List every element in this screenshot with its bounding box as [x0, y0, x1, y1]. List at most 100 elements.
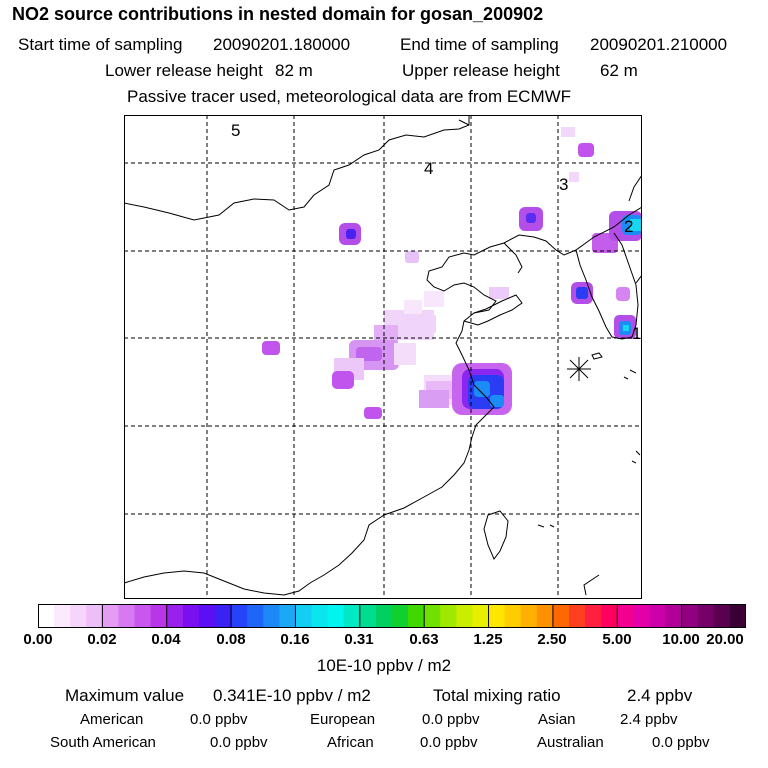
colorbar-cell [392, 604, 409, 628]
end-time-value: 20090201.210000 [590, 35, 728, 54]
map-frame [124, 115, 642, 599]
region-value: 0.0 ppbv [422, 711, 480, 728]
patch [356, 347, 382, 361]
patch [490, 395, 504, 407]
colorbar-cell [343, 604, 361, 628]
border-line [124, 115, 470, 221]
patch [404, 300, 422, 314]
max-value: 0.341E-10 ppbv / m2 [213, 686, 371, 705]
region-label-2: 2 [624, 217, 633, 236]
patch [332, 371, 354, 389]
colorbar-cell [552, 604, 570, 628]
colorbar-cell [359, 604, 377, 628]
patch [364, 407, 382, 419]
colorbar-cell [118, 604, 136, 628]
marker-stroke [569, 359, 589, 379]
lower-height-label: Lower release height [105, 61, 263, 80]
colorbar-cell [198, 604, 216, 628]
start-time-value: 20090201.180000 [213, 35, 351, 54]
coastline [503, 242, 523, 274]
colorbar-cell [504, 604, 522, 628]
start-time-label: Start time of sampling [18, 35, 183, 54]
patch [630, 219, 642, 231]
patch [394, 343, 416, 365]
colorbar [38, 604, 746, 628]
colorbar-cell [729, 604, 746, 628]
colorbar-cell [617, 604, 634, 628]
colorbar-cell [150, 604, 168, 628]
colorbar-cell [633, 604, 650, 628]
patch [424, 291, 444, 307]
total-mixing-value: 2.4 ppbv [627, 686, 693, 705]
colorbar-tick-label: 20.00 [706, 631, 744, 648]
colorbar-cell [182, 604, 200, 628]
map-panel: 5 4 3 2 1 [124, 115, 642, 599]
patch [262, 341, 280, 355]
region-label-3: 3 [559, 175, 568, 194]
colorbar-cell [601, 604, 618, 628]
colorbar-cell [38, 604, 55, 628]
colorbar-cell [472, 604, 490, 628]
patch [346, 229, 356, 239]
patch [405, 251, 419, 263]
colorbar-cell [86, 604, 103, 628]
region-name: Australian [537, 734, 604, 751]
region-value: 0.0 ppbv [210, 734, 268, 751]
region-value: 0.0 ppbv [190, 711, 248, 728]
colorbar-cell [408, 604, 425, 628]
region-value: 0.0 ppbv [652, 734, 710, 751]
patch [616, 287, 630, 301]
region-label-1: 1 [632, 324, 641, 343]
colorbar-cell [520, 604, 538, 628]
colorbar-tick-label: 5.00 [602, 631, 632, 648]
patch [569, 172, 579, 182]
lower-height-value: 82 m [275, 61, 313, 80]
coastline [628, 174, 642, 202]
grid [124, 115, 642, 599]
colorbar-cell [681, 604, 699, 628]
taiwan-island [483, 510, 509, 560]
receptor-asterisk-icon [567, 357, 591, 381]
colorbar-cell [166, 604, 184, 628]
patch [623, 325, 629, 331]
colorbar-cell [569, 604, 586, 628]
patch [414, 315, 436, 333]
colorbar-cell [311, 604, 329, 628]
colorbar-frame [38, 604, 746, 628]
patch [578, 143, 594, 157]
colorbar-cell [585, 604, 602, 628]
colorbar-cell [697, 604, 715, 628]
region-value: 2.4 ppbv [620, 711, 678, 728]
concentration-field [262, 127, 642, 419]
region-value: 0.0 ppbv [420, 734, 478, 751]
colorbar-cell [375, 604, 393, 628]
colorbar-tick-label: 2.50 [537, 631, 567, 648]
end-time-label: End time of sampling [400, 35, 559, 54]
colorbar-cell [488, 604, 506, 628]
colorbar-cell [456, 604, 473, 628]
upper-height-value: 62 m [600, 61, 638, 80]
total-mixing-label: Total mixing ratio [433, 686, 561, 705]
colorbar-cell [295, 604, 313, 628]
colorbar-cell [536, 604, 554, 628]
islands [537, 369, 641, 528]
region-label-4: 4 [424, 159, 433, 178]
colorbar-cell [279, 604, 296, 628]
colorbar-cell [665, 604, 683, 628]
plot-title: NO2 source contributions in nested domai… [12, 4, 544, 24]
colorbar-cell [327, 604, 345, 628]
colorbar-cell [215, 604, 232, 628]
colorbar-cell [713, 604, 731, 628]
border-line [458, 119, 470, 126]
colorbar-tick-label: 0.08 [216, 631, 246, 648]
colorbar-tick-label: 0.16 [280, 631, 310, 648]
region-name: American [80, 711, 144, 728]
region-name: African [327, 734, 374, 751]
region-name: Asian [538, 711, 576, 728]
colorbar-tick-label: 0.04 [151, 631, 181, 648]
colorbar-tick-label: 10.00 [662, 631, 700, 648]
patch [489, 287, 509, 299]
colorbar-tick-label: 0.02 [87, 631, 117, 648]
colorbar-cell [70, 604, 87, 628]
colorbar-units: 10E-10 ppbv / m2 [316, 656, 452, 675]
